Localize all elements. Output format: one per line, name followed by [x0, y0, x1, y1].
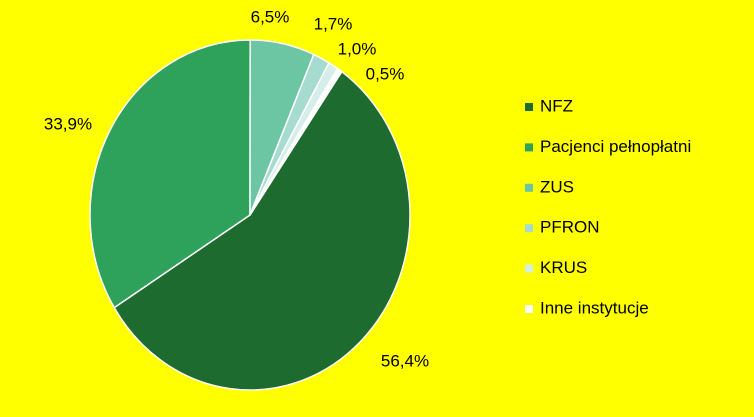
legend-label: KRUS	[540, 258, 587, 277]
pie-slice	[113, 70, 411, 391]
pie-slice	[89, 39, 251, 309]
data-label: 56,4%	[381, 351, 429, 370]
data-label: 33,9%	[44, 114, 92, 133]
legend-marker	[525, 264, 533, 273]
data-label: 6,5%	[251, 7, 290, 26]
data-label: 1,7%	[314, 14, 353, 33]
legend-marker	[525, 103, 533, 111]
data-label: 1,0%	[338, 39, 377, 58]
legend-marker	[525, 224, 533, 233]
pie-slice	[249, 67, 343, 216]
data-label: 0,5%	[366, 64, 405, 83]
legend-marker	[525, 305, 533, 313]
legend-marker	[525, 183, 533, 192]
legend-label: Inne instytucje	[540, 298, 649, 317]
legend-label: Pacjenci pełnopłatni	[540, 137, 691, 156]
legend-marker	[525, 143, 533, 152]
legend-label: ZUS	[540, 177, 574, 196]
legend-label: NFZ	[540, 96, 573, 115]
legend-label: PFRON	[540, 218, 600, 237]
